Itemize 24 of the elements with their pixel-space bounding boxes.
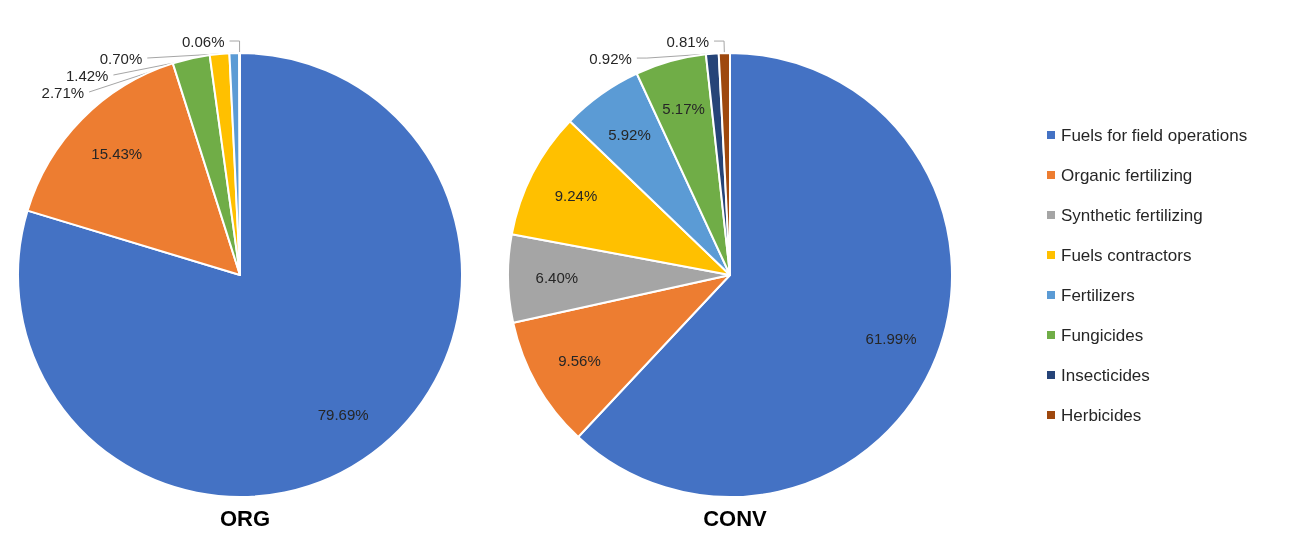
legend-label: Insecticides (1061, 365, 1150, 385)
data-label: 0.06% (182, 32, 225, 50)
data-label: 61.99% (865, 330, 917, 348)
text: CONV (703, 505, 768, 531)
data-label: 9.24% (554, 187, 598, 205)
data-label: 5.17% (662, 99, 705, 117)
legend-label: Fertilizers (1061, 285, 1135, 305)
legend-label: Synthetic fertilizing (1061, 205, 1203, 225)
data-label: 5.92% (608, 125, 651, 143)
data-label: 0.92% (589, 49, 632, 67)
data-label: 15.43% (91, 144, 143, 162)
legend-label: Herbicides (1061, 405, 1142, 425)
data-label: 9.56% (558, 352, 601, 370)
legend-label: Fuels for field operations (1061, 125, 1248, 145)
data-label: 0.81% (666, 32, 710, 50)
data-label: 2.71% (41, 83, 85, 101)
data-label: 0.70% (99, 49, 143, 67)
legend-label: Organic fertilizing (1061, 165, 1193, 185)
text: ORG (219, 505, 271, 531)
legend-label: Fungicides (1061, 325, 1144, 345)
data-label: 79.69% (317, 405, 369, 423)
legend-label: Fuels contractors (1061, 245, 1192, 265)
data-label: 6.40% (535, 269, 579, 287)
data-label: 1.42% (65, 66, 109, 84)
